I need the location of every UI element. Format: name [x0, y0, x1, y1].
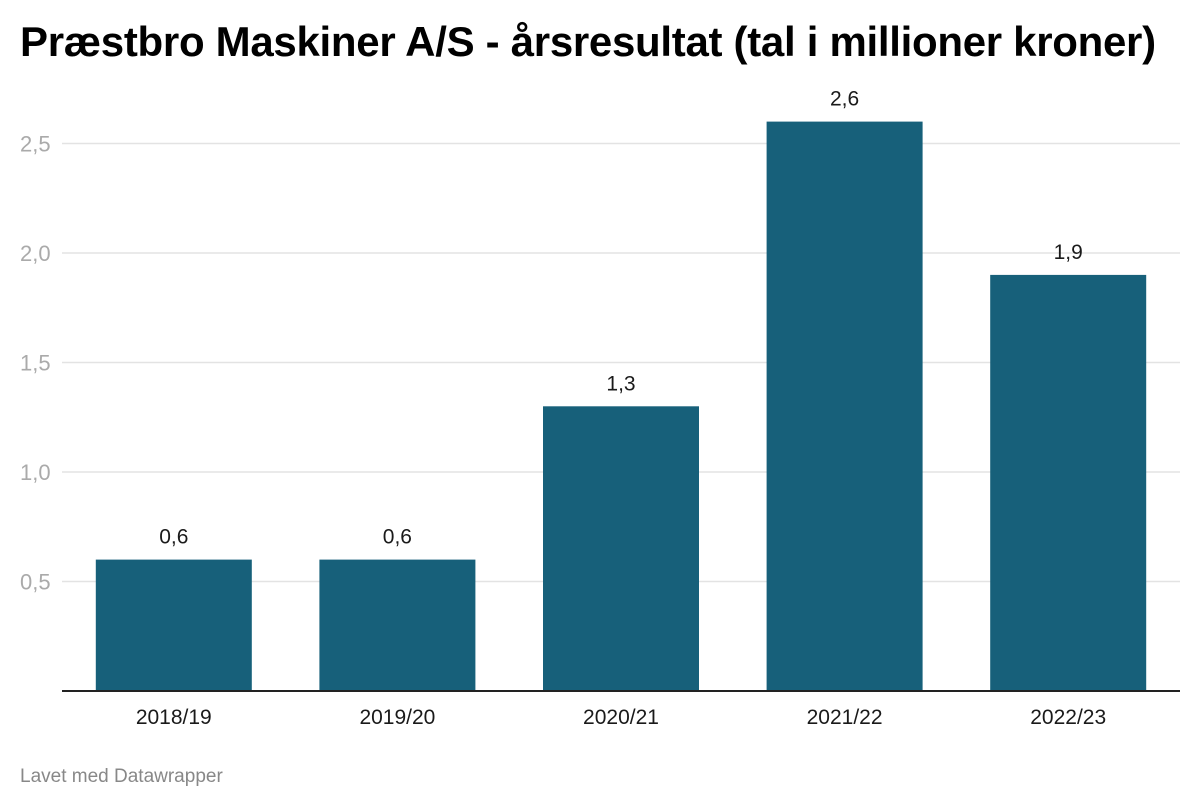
bar — [95, 559, 252, 691]
value-labels: 0,6 0,6 1,3 2,6 1,9 — [159, 88, 1083, 549]
y-tick-label: 0,5 — [20, 570, 51, 595]
bar-value-label: 1,9 — [1054, 241, 1083, 264]
chart-title: Præstbro Maskiner A/S - årsresultat (tal… — [20, 18, 1156, 65]
x-tick-label: 2022/23 — [1030, 706, 1106, 729]
bar — [766, 121, 923, 692]
bar-value-label: 2,6 — [830, 88, 859, 111]
x-tick-label: 2020/21 — [583, 706, 659, 729]
y-tick-label: 1,5 — [20, 351, 51, 376]
axes: 0,5 1,0 1,5 2,0 2,5 2018/19 2019/20 2020/21 2021… — [20, 132, 1180, 729]
x-tick-label: 2018/19 — [136, 706, 212, 729]
bar — [319, 559, 476, 691]
bars — [95, 121, 1147, 692]
bar-value-label: 1,3 — [606, 372, 635, 395]
y-tick-label: 2,5 — [20, 132, 51, 157]
bar-value-label: 0,6 — [383, 526, 412, 549]
bar — [543, 406, 699, 691]
x-tick-label: 2021/22 — [807, 706, 883, 729]
y-tick-label: 1,0 — [20, 460, 51, 485]
bar-value-label: 0,6 — [159, 526, 188, 549]
y-tick-label: 2,0 — [20, 241, 51, 266]
bar — [990, 274, 1147, 691]
x-tick-label: 2019/20 — [359, 706, 435, 729]
footer-credit: Lavet med Datawrapper — [20, 766, 223, 787]
